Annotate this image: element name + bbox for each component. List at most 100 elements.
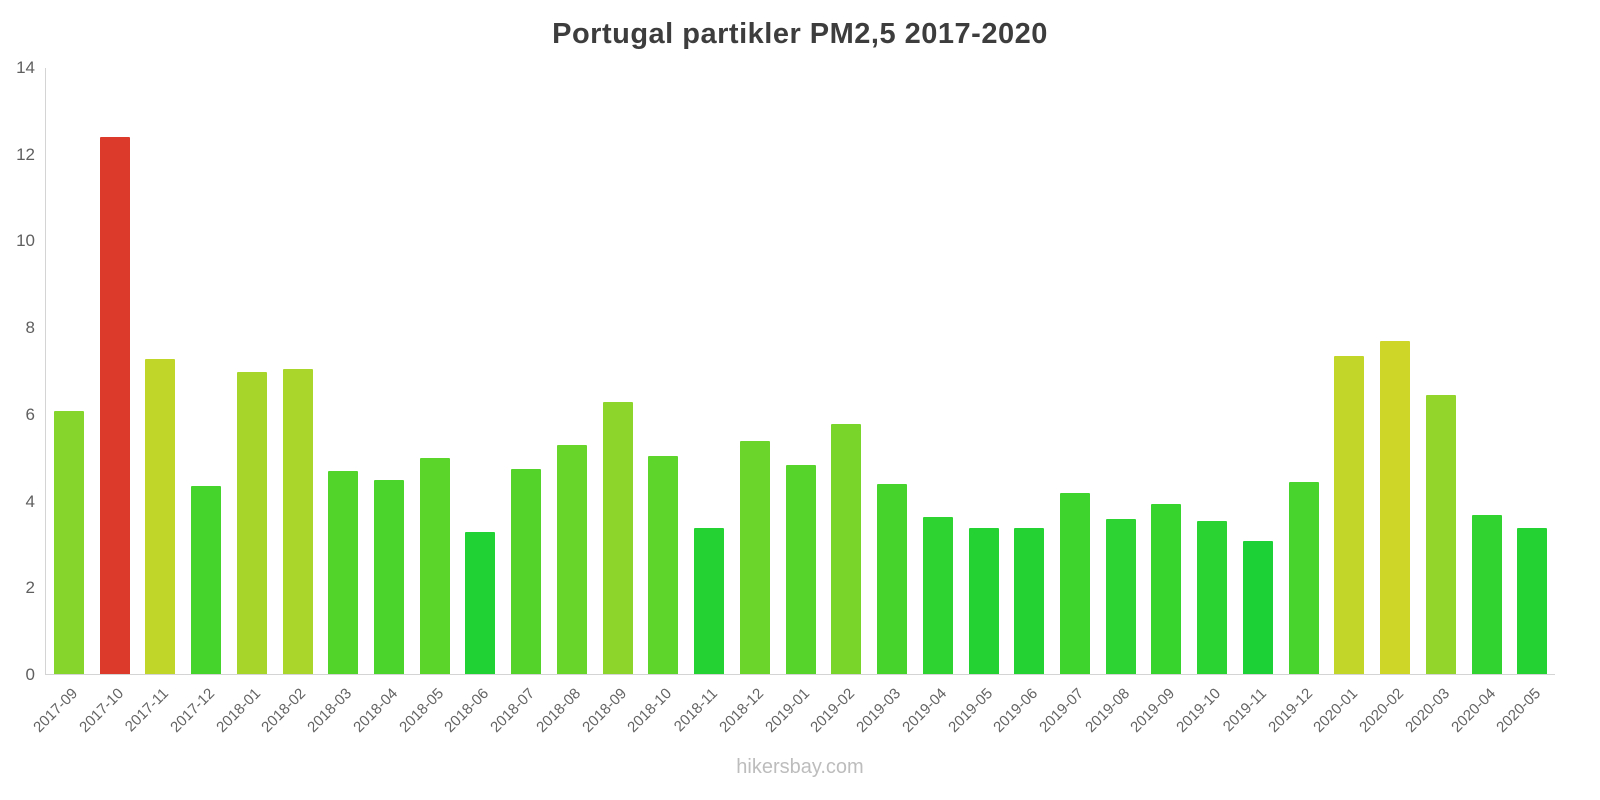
x-axis-label: 2018-11	[671, 685, 722, 736]
bar-slot: 2019-11	[1220, 68, 1281, 735]
bar-2019-12[interactable]	[1288, 482, 1319, 675]
bar-slot: 2019-08	[1082, 68, 1144, 736]
x-axis-label: 2018-05	[395, 685, 447, 736]
bar-slot: 2020-02	[1356, 68, 1418, 736]
bar-slot: 2019-09	[1128, 68, 1190, 736]
bar-2018-08[interactable]	[556, 445, 587, 675]
x-axis-line	[45, 674, 1555, 675]
x-axis-label: 2020-05	[1493, 685, 1545, 736]
bar-slot: 2019-06	[990, 68, 1052, 736]
bar-slot: 2018-09	[579, 68, 641, 736]
x-axis-label: 2019-09	[1127, 685, 1179, 736]
x-axis-label: 2018-10	[624, 685, 676, 736]
bar-2018-06[interactable]	[465, 531, 496, 675]
watermark: hikersbay.com	[736, 756, 864, 778]
x-axis-label: 2018-07	[487, 685, 539, 736]
y-axis-tick-label: 12	[16, 144, 35, 164]
bar-2019-05[interactable]	[968, 527, 999, 675]
bar-2018-05[interactable]	[419, 458, 450, 675]
y-axis-line	[45, 68, 46, 675]
bar-2019-07[interactable]	[1060, 492, 1091, 675]
bar-slot: 2018-03	[304, 68, 366, 736]
bar-2018-01[interactable]	[236, 371, 267, 675]
bar-slot: 2018-04	[350, 68, 412, 736]
bar-slot: 2017-09	[30, 68, 92, 736]
bar-2019-04[interactable]	[922, 516, 953, 675]
bar-slot: 2019-10	[1173, 68, 1235, 736]
bar-slot: 2020-04	[1448, 68, 1510, 736]
bar-slot: 2019-01	[762, 68, 824, 736]
bar-slot: 2018-12	[716, 68, 778, 736]
x-axis-label: 2018-03	[304, 685, 356, 736]
bar-2018-12[interactable]	[739, 440, 770, 675]
bar-2019-01[interactable]	[785, 464, 816, 675]
bar-slot: 2018-10	[624, 68, 687, 736]
bar-2018-03[interactable]	[328, 471, 359, 675]
bar-2018-04[interactable]	[374, 479, 404, 675]
x-axis-label: 2019-10	[1173, 685, 1225, 736]
x-axis-label: 2020-03	[1401, 685, 1453, 736]
bar-2018-07[interactable]	[511, 469, 542, 675]
bar-slot: 2018-07	[487, 68, 549, 736]
x-axis-label: 2019-07	[1036, 685, 1088, 736]
x-axis-label: 2020-04	[1447, 685, 1499, 736]
bar-slot: 2018-06	[442, 68, 504, 736]
bar-2017-11[interactable]	[145, 358, 176, 675]
bar-2017-12[interactable]	[191, 486, 222, 675]
bar-2019-06[interactable]	[1014, 527, 1045, 675]
x-axis-label: 2020-01	[1310, 685, 1362, 736]
bar-2019-11[interactable]	[1242, 540, 1273, 675]
x-axis-label: 2019-08	[1081, 685, 1133, 736]
x-axis-label: 2017-11	[122, 685, 173, 736]
x-axis-label: 2019-02	[807, 685, 859, 736]
y-axis-tick-label: 14	[16, 58, 35, 77]
bar-2019-02[interactable]	[831, 423, 862, 675]
bar-2017-09[interactable]	[53, 410, 84, 675]
bars-container: 2017-09 2017-10 2017-11 2017-12 2018-01 2018-…	[30, 68, 1556, 736]
bar-2020-02[interactable]	[1380, 341, 1411, 675]
bar-slot: 2019-02	[807, 68, 869, 736]
bar-slot: 2019-04	[899, 68, 961, 736]
bar-2020-03[interactable]	[1425, 395, 1456, 675]
bar-2019-10[interactable]	[1197, 521, 1228, 675]
x-axis-label: 2018-06	[441, 685, 493, 736]
x-axis-label: 2019-01	[761, 685, 813, 736]
bar-slot: 2020-05	[1493, 68, 1556, 736]
bar-2019-08[interactable]	[1105, 518, 1136, 675]
x-axis-label: 2017-12	[167, 685, 219, 736]
x-axis-label: 2018-01	[212, 685, 264, 736]
y-axis-tick-label: 10	[16, 231, 35, 251]
x-axis-label: 2019-05	[944, 685, 996, 736]
x-axis-label: 2019-04	[898, 685, 950, 736]
plot-area: 0 2 4 6 8 10 12 14 2017-09 2017-10 2017-11 2017-12…	[16, 58, 1556, 736]
bar-slot: 2020-03	[1402, 68, 1464, 736]
x-axis-label: 2019-03	[853, 685, 905, 736]
bar-slot: 2017-10	[76, 68, 138, 736]
x-axis-label: 2018-04	[350, 685, 402, 736]
bar-2018-10[interactable]	[648, 456, 679, 675]
bar-slot: 2018-05	[396, 68, 458, 736]
y-axis-tick-label: 6	[25, 404, 35, 424]
bar-slot: 2019-12	[1265, 68, 1327, 736]
bar-2019-03[interactable]	[877, 484, 908, 675]
x-axis-label: 2017-09	[29, 685, 81, 736]
y-axis-tick-label: 2	[25, 578, 35, 598]
bar-2018-02[interactable]	[282, 369, 313, 675]
bar-2017-10[interactable]	[99, 137, 130, 675]
bar-slot: 2017-12	[167, 68, 229, 736]
x-axis-label: 2018-08	[533, 685, 584, 736]
x-axis-label: 2020-02	[1356, 685, 1408, 736]
bar-2020-01[interactable]	[1334, 356, 1365, 675]
x-axis-label: 2017-10	[75, 685, 127, 736]
y-axis-tick-label: 4	[25, 491, 35, 511]
bar-slot: 2018-11	[671, 68, 732, 735]
bar-2019-09[interactable]	[1151, 503, 1182, 675]
y-axis-tick-label: 8	[25, 318, 35, 338]
bar-2020-05[interactable]	[1517, 527, 1548, 675]
bar-2018-11[interactable]	[694, 527, 725, 675]
bar-slot: 2018-02	[259, 68, 321, 736]
bar-2018-09[interactable]	[602, 401, 633, 675]
x-axis-label: 2019-12	[1264, 685, 1316, 736]
bar-2020-04[interactable]	[1471, 514, 1502, 675]
